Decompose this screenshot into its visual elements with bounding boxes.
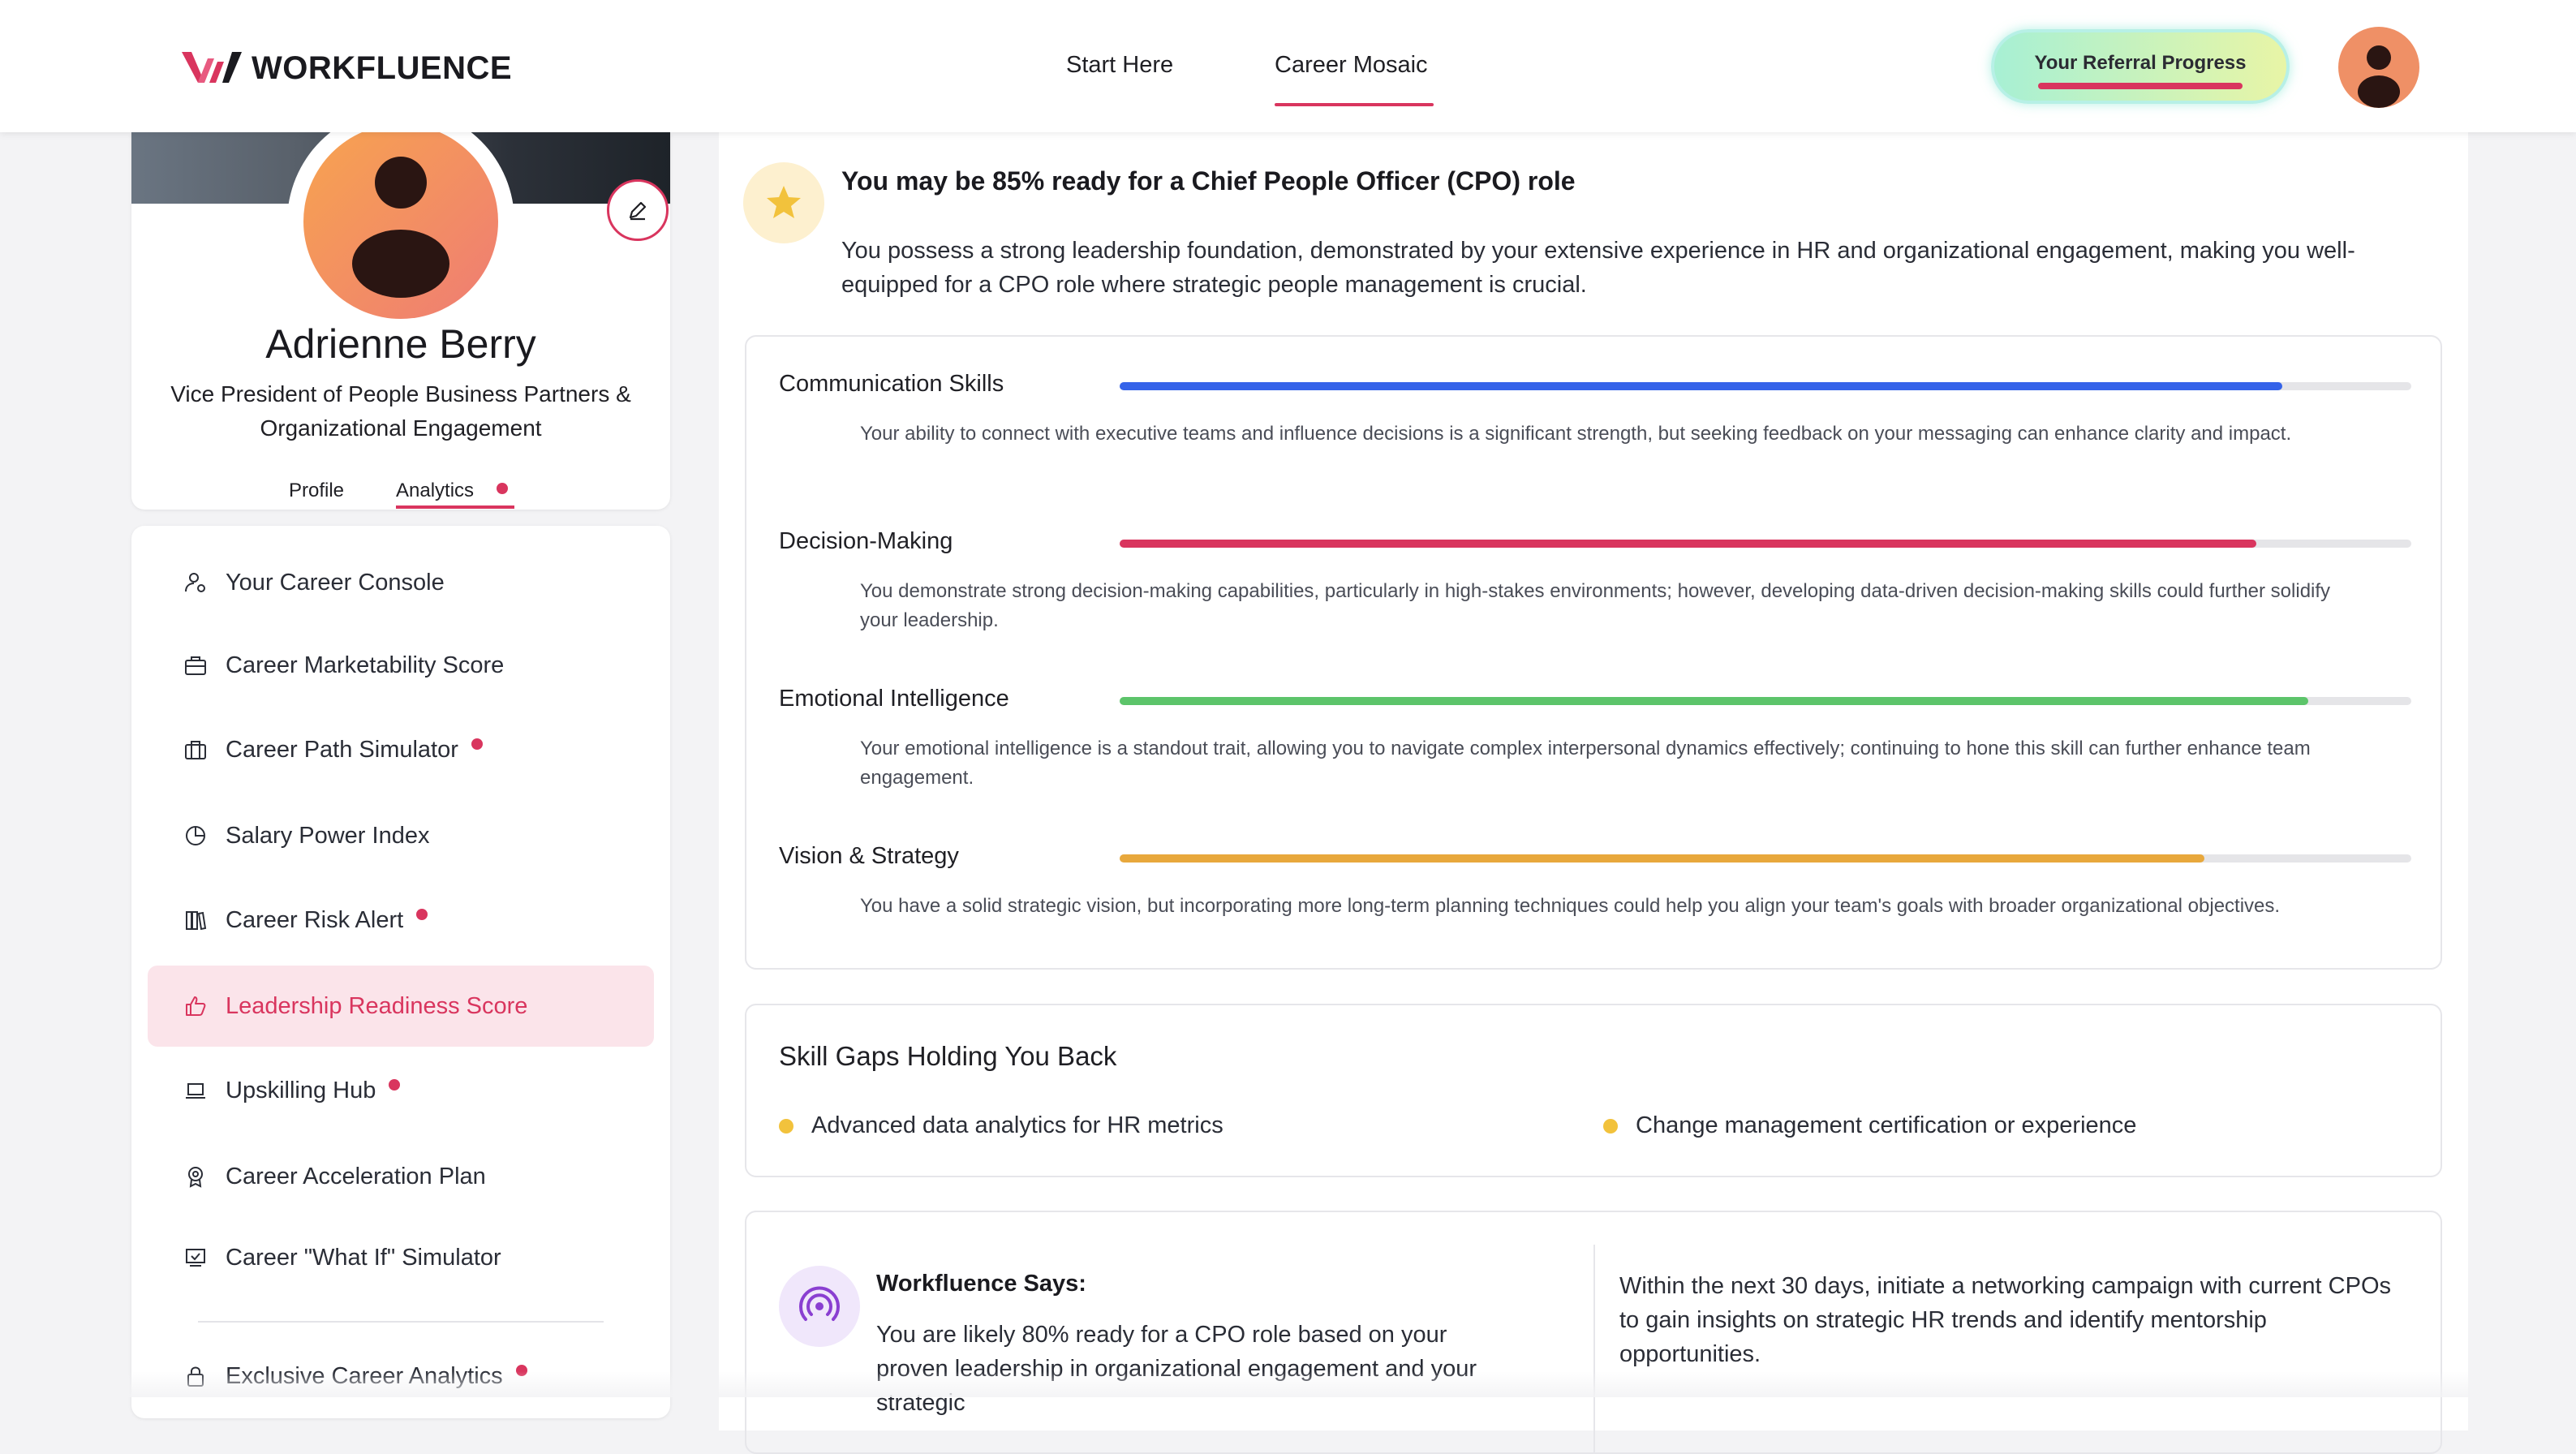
skill-progress-track (1120, 382, 2411, 390)
skill-gaps-card: Skill Gaps Holding You Back Advanced dat… (745, 1004, 2442, 1177)
bullet-dot-icon (779, 1118, 793, 1134)
notification-dot (389, 1079, 401, 1090)
sidebar-item-what-if-simulator[interactable]: Career "What If" Simulator (148, 1217, 654, 1298)
skill-gap-item: Change management certification or exper… (1603, 1112, 2136, 1139)
skill-description: Your ability to connect with executive t… (860, 423, 2292, 445)
pie-chart-icon (182, 822, 209, 850)
workfluence-says-card: Workfluence Says: You are likely 80% rea… (745, 1211, 2442, 1454)
sidebar-item-risk-alert[interactable]: Career Risk Alert (148, 880, 654, 961)
skill-description: You have a solid strategic vision, but i… (860, 895, 2281, 917)
sidebar-item-label: Career Path Simulator (226, 736, 458, 763)
sidebar-item-label: Career Acceleration Plan (226, 1163, 486, 1189)
user-avatar[interactable] (2338, 27, 2419, 108)
sidebar-item-label: Career Risk Alert (226, 906, 404, 933)
skill-gap-label: Advanced data analytics for HR metrics (811, 1112, 1223, 1138)
star-icon (767, 186, 801, 218)
notification-dot (471, 738, 483, 750)
skill-description: You demonstrate strong decision-making c… (860, 580, 2331, 631)
skill-name: Vision & Strategy (779, 843, 959, 869)
analytics-notification-dot (497, 483, 508, 494)
user-silhouette-icon (2358, 45, 2400, 108)
nav-career-mosaic[interactable]: Career Mosaic (1275, 52, 1428, 78)
sidebar-item-label: Your Career Console (226, 569, 445, 596)
top-navbar: WORKFLUENCE Start Here Career Mosaic You… (0, 0, 2576, 132)
sidebar-item-salary-power[interactable]: Salary Power Index (148, 795, 654, 876)
profile-avatar (287, 132, 669, 335)
skill-name: Communication Skills (779, 371, 1004, 397)
workfluence-recommendation: Within the next 30 days, initiate a netw… (1619, 1273, 2392, 1367)
referral-progress-label: Your Referral Progress (2034, 52, 2247, 74)
skill-name: Emotional Intelligence (779, 686, 1009, 712)
tab-analytics[interactable]: Analytics (396, 480, 475, 501)
skill-progress-track (1120, 540, 2411, 548)
readiness-summary: You possess a strong leadership foundati… (841, 238, 2355, 298)
skill-progress-fill (1120, 697, 2308, 705)
skill-gap-item: Advanced data analytics for HR metrics (779, 1112, 1223, 1139)
referral-progress-bar (2038, 83, 2243, 89)
nav-start-here[interactable]: Start Here (1066, 52, 1174, 78)
brand-logo[interactable]: WORKFLUENCE (180, 47, 512, 89)
award-icon (182, 1163, 209, 1190)
sidebar-item-path-simulator[interactable]: Career Path Simulator (148, 709, 654, 790)
sidebar-item-acceleration-plan[interactable]: Career Acceleration Plan (148, 1136, 654, 1217)
sidebar-divider (198, 1321, 604, 1323)
profile-name: Adrienne Berry (265, 321, 536, 367)
skill-progress-fill (1120, 540, 2256, 548)
scroll-fade (0, 1371, 2576, 1397)
broadcast-icon (779, 1266, 860, 1347)
profile-silhouette-icon (352, 157, 449, 298)
sidebar-item-label: Upskilling Hub (226, 1077, 376, 1103)
section-divider (1593, 1245, 1595, 1452)
sidebar-item-career-console[interactable]: Your Career Console (148, 542, 654, 623)
sidebar-item-label: Career "What If" Simulator (226, 1244, 501, 1271)
sidebar-item-leadership-readiness[interactable]: Leadership Readiness Score (148, 966, 654, 1047)
sidebar-item-label: Salary Power Index (226, 822, 430, 849)
profile-job-title: Vice President of People Business Partne… (170, 381, 631, 441)
tab-profile[interactable]: Profile (289, 480, 345, 501)
thumbs-up-icon (182, 992, 209, 1020)
sidebar-item-label: Career Marketability Score (226, 652, 505, 678)
workfluence-says-title: Workfluence Says: (876, 1271, 1086, 1297)
sidebar-item-upskilling-hub[interactable]: Upskilling Hub (148, 1050, 654, 1131)
skill-progress-fill (1120, 854, 2205, 863)
readiness-headline: You may be 85% ready for a Chief People … (841, 166, 1576, 196)
sidebar-menu: Your Career Console Career Marketability… (131, 526, 670, 1418)
main-content-panel (719, 132, 2468, 1430)
bullet-dot-icon (1603, 1118, 1618, 1134)
nav-active-indicator (1275, 103, 1434, 106)
skill-gap-label: Change management certification or exper… (1636, 1112, 2137, 1138)
referral-progress-button[interactable]: Your Referral Progress (1991, 29, 2290, 104)
skill-name: Decision-Making (779, 528, 953, 554)
notification-dot (416, 909, 428, 920)
monitor-check-icon (182, 1244, 209, 1271)
books-icon (182, 906, 209, 934)
sidebar-item-label: Leadership Readiness Score (226, 992, 528, 1019)
skill-progress-track (1120, 697, 2411, 705)
workfluence-logo-icon (182, 52, 242, 83)
briefcase-icon (182, 652, 209, 679)
briefcase-icon (182, 736, 209, 764)
skill-gaps-title: Skill Gaps Holding You Back (779, 1041, 1117, 1071)
workfluence-says-body: You are likely 80% ready for a CPO role … (876, 1322, 1477, 1416)
sidebar-item-marketability-score[interactable]: Career Marketability Score (148, 625, 654, 706)
user-gear-icon (182, 569, 209, 596)
brand-name: WORKFLUENCE (252, 49, 513, 86)
skills-breakdown-card: Communication Skills Your ability to con… (745, 335, 2442, 970)
tab-active-indicator (396, 505, 514, 509)
skill-progress-fill (1120, 382, 2282, 390)
profile-card: Adrienne Berry Vice President of People … (131, 132, 670, 510)
skill-description: Your emotional intelligence is a standou… (860, 738, 2311, 789)
laptop-icon (182, 1077, 209, 1104)
readiness-badge (743, 162, 824, 243)
pencil-icon (629, 201, 647, 221)
edit-avatar-button[interactable] (607, 179, 669, 241)
skill-progress-track (1120, 854, 2411, 863)
